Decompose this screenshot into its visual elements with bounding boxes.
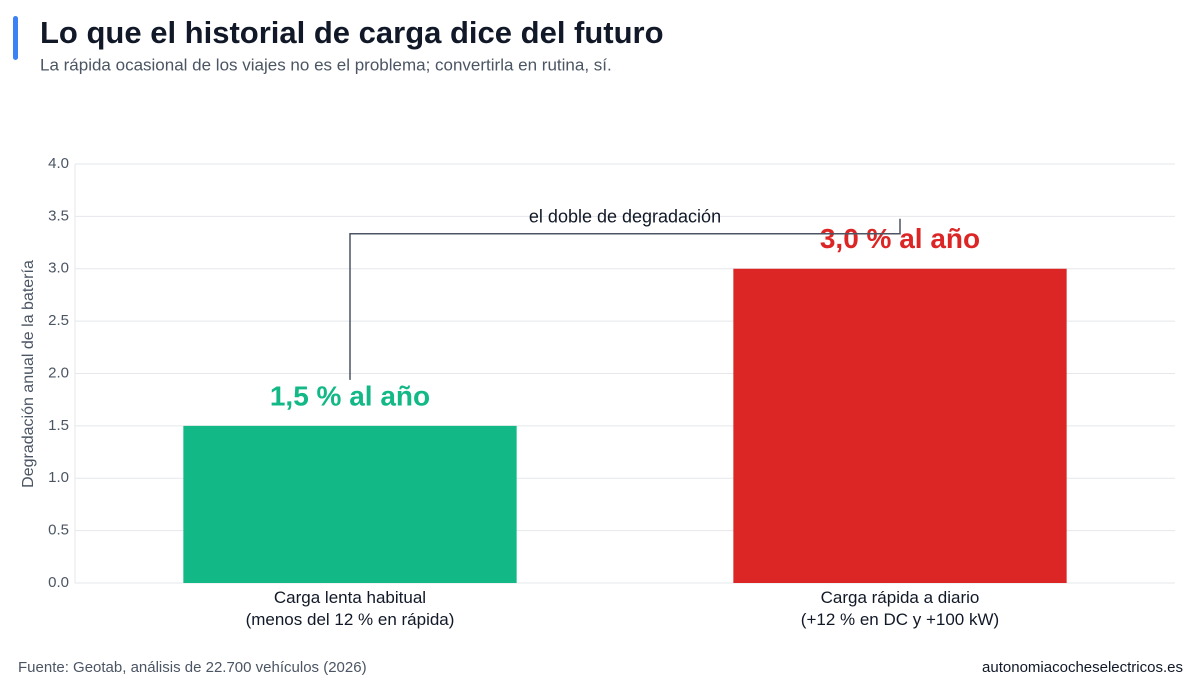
credit: autonomiacocheselectricos.es (982, 659, 1183, 676)
chart-subtitle: La rápida ocasional de los viajes no es … (40, 55, 612, 74)
y-tick-label: 0.0 (48, 574, 69, 591)
x-tick-label: Carga lenta habitual (menos del 12 % en … (245, 588, 455, 629)
annotation-bracket (349, 218, 901, 380)
y-tick-label: 2.5 (48, 312, 69, 329)
y-tick-label: 0.5 (48, 522, 69, 539)
y-tick-label: 1.5 (48, 417, 69, 434)
y-tick-label: 4.0 (48, 155, 69, 172)
title-accent (13, 16, 18, 60)
annotation: el doble de degradación (529, 207, 721, 227)
bar (183, 425, 517, 583)
bar (733, 268, 1067, 583)
y-tick-label: 3.0 (48, 260, 69, 277)
x-tick-label: Carga rápida a diario (+12 % en DC y +10… (800, 588, 1000, 629)
y-tick-label: 2.0 (48, 364, 69, 381)
y-tick-label: 1.0 (48, 469, 69, 486)
value-label: 1,5 % al año (270, 380, 430, 411)
y-tick-label: 3.5 (48, 207, 69, 224)
source: Fuente: Geotab, análisis de 22.700 vehíc… (18, 659, 367, 676)
chart-title: Lo que el historial de carga dice del fu… (40, 15, 664, 50)
y-axis-label: Degradación anual de la batería (20, 260, 37, 488)
